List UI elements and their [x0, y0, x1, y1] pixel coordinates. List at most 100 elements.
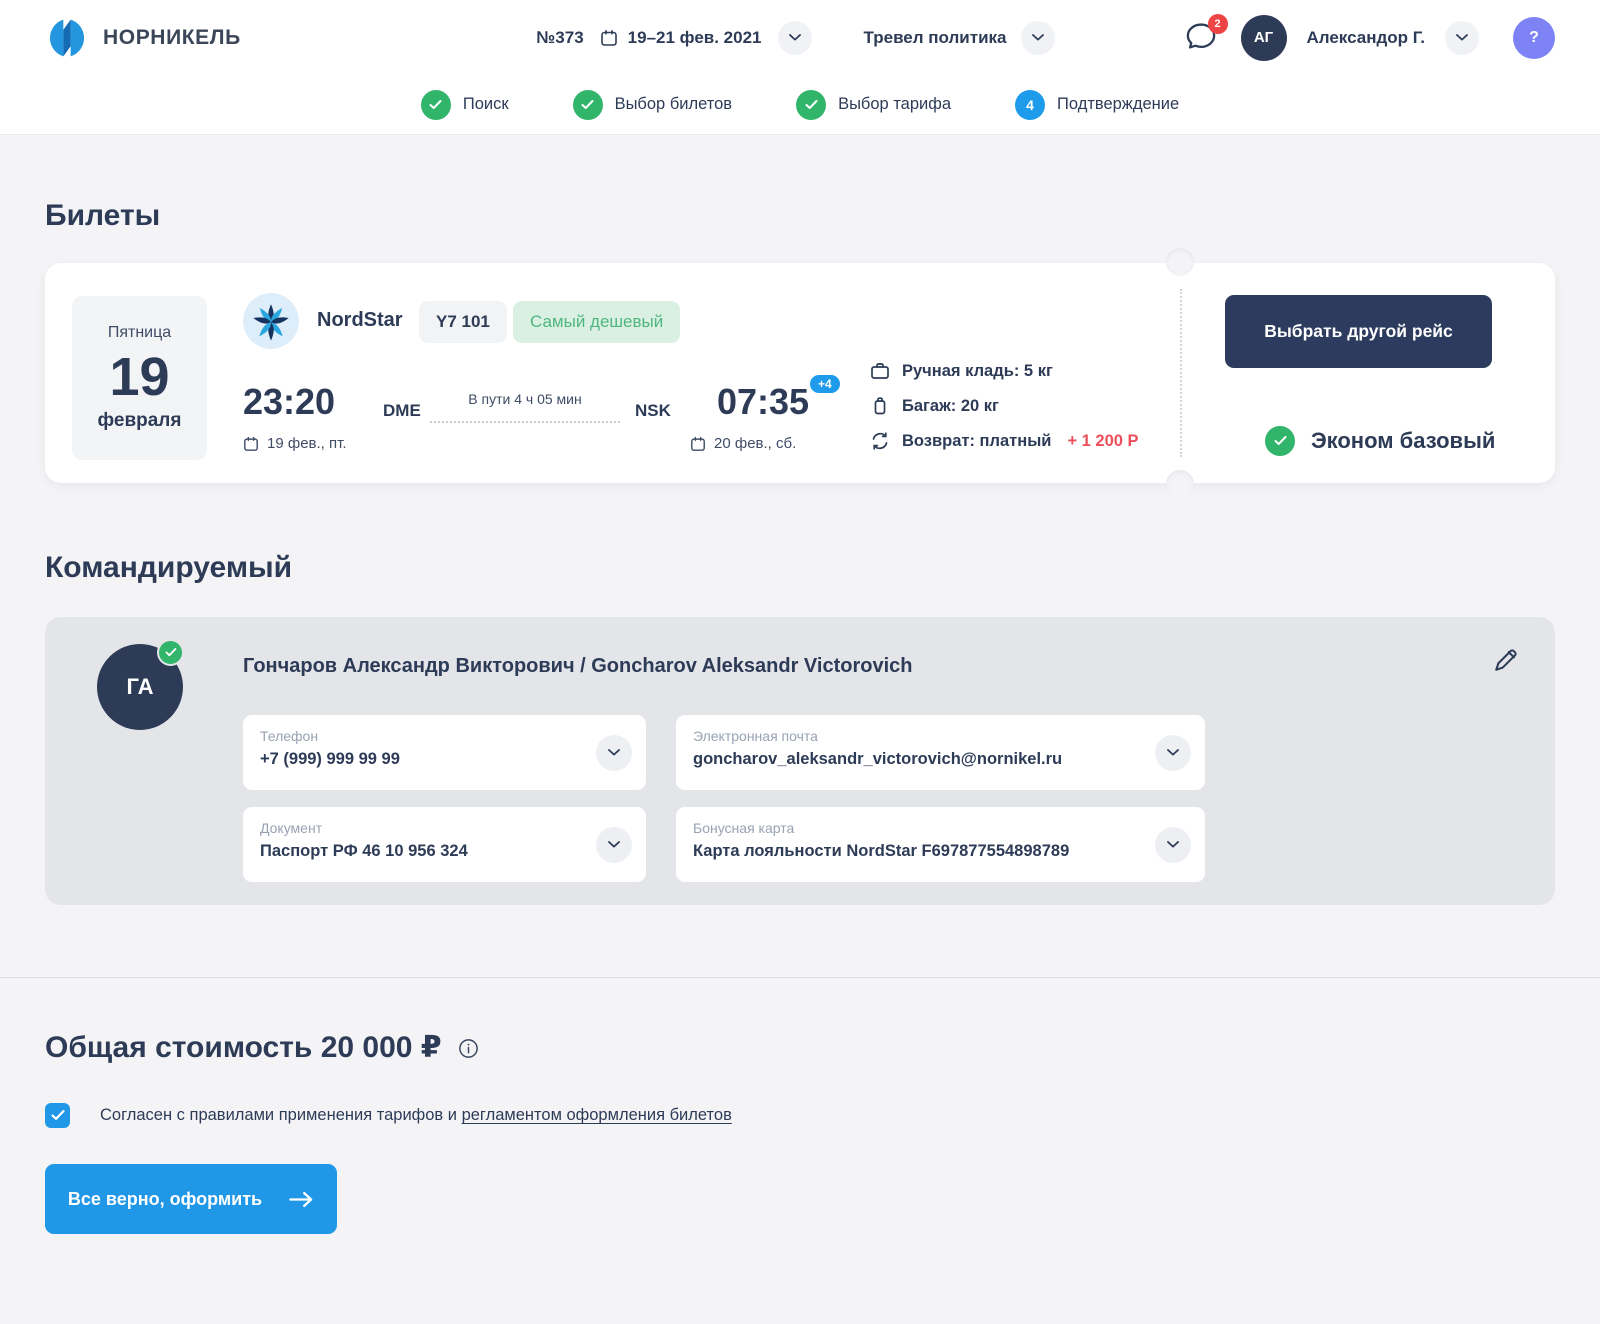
edit-traveler-button[interactable] [1493, 647, 1519, 673]
flight-ticket-card: Пятница 19 февраля NordStar Y7 101 Самый… [45, 248, 1555, 498]
notifications-badge: 2 [1207, 13, 1228, 34]
progress-steps: Поиск Выбор билетов Выбор тарифа 4 Подтв… [0, 75, 1600, 135]
field-value: +7 (999) 999 99 99 [260, 750, 400, 768]
arrive-time: 07:35 [717, 381, 810, 422]
trip-number: №373 [536, 27, 584, 47]
submit-button[interactable]: Все верно, оформить [45, 1164, 337, 1234]
calendar-icon [600, 29, 618, 47]
total-cost-value: 20 000 ₽ [320, 1031, 442, 1064]
user-menu-dropdown-button[interactable] [1445, 20, 1479, 55]
total-info-button[interactable] [458, 1038, 479, 1059]
brand-name: НОРНИКЕЛЬ [103, 25, 241, 49]
trip-dates-dropdown-button[interactable] [777, 20, 812, 55]
phone-select[interactable]: Телефон +7 (999) 999 99 99 [243, 715, 646, 790]
email-select[interactable]: Электронная почта goncharov_aleksandr_vi… [676, 715, 1205, 790]
refund-arrows-icon [870, 431, 890, 451]
traveler-full-name: Гончаров Александр Викторович / Goncharo… [243, 655, 913, 677]
chat-button[interactable]: 2 [1185, 13, 1228, 55]
step-done-check-icon [796, 89, 827, 120]
flight-weekday: Пятница [107, 324, 172, 342]
traveler-card: ГА Гончаров Александр Викторович / Gonch… [45, 617, 1555, 905]
ticket-perforation [1180, 289, 1182, 457]
email-dropdown-button[interactable] [1155, 734, 1191, 771]
airline-name: NordStar [317, 309, 403, 331]
chevron-down-icon [1167, 749, 1179, 756]
section-divider [0, 977, 1600, 978]
tickets-section-title: Билеты [45, 199, 161, 232]
flight-date-box: Пятница 19 февраля [72, 296, 207, 460]
hand-luggage-row: Ручная кладь: 5 кг [870, 361, 1139, 381]
arrive-date: 20 фев., сб. [690, 435, 796, 452]
travel-policy-dropdown-button[interactable] [1020, 20, 1055, 55]
cheapest-badge: Самый дешевый [513, 301, 681, 343]
depart-time: 23:20 [243, 381, 336, 422]
field-label: Электронная почта [693, 728, 818, 744]
step-ticket-selection[interactable]: Выбор билетов [572, 89, 732, 120]
trip-dates: 19–21 фев. 2021 [600, 28, 762, 48]
calendar-icon [243, 436, 259, 452]
tariff-check-icon [1265, 426, 1295, 456]
chevron-down-icon [1031, 34, 1044, 41]
chevron-down-icon [608, 841, 620, 848]
flight-day: 19 [109, 347, 170, 408]
calendar-icon [690, 436, 706, 452]
step-done-check-icon [572, 89, 603, 120]
checkbox-check-icon [50, 1110, 65, 1121]
ticket-notch [1166, 248, 1194, 276]
depart-date: 19 фев., пт. [243, 435, 347, 452]
suitcase-icon [870, 396, 890, 416]
flight-duration: В пути 4 ч 05 мин [468, 391, 582, 407]
pencil-icon [1493, 647, 1519, 673]
arrow-right-icon [288, 1191, 314, 1208]
field-value: Карта лояльности NordStar F6978775548987… [693, 842, 1070, 860]
depart-airport-code: DME [383, 401, 421, 420]
travel-policy-label: Тревел политика [863, 27, 1007, 47]
step-done-check-icon [420, 89, 451, 120]
bonus-card-dropdown-button[interactable] [1155, 826, 1191, 863]
brand-logo[interactable]: НОРНИКЕЛЬ [45, 16, 241, 60]
fare-conditions: Ручная кладь: 5 кг Багаж: 20 кг Возвр [870, 361, 1139, 451]
help-button[interactable]: ? [1513, 16, 1555, 59]
field-value: Паспорт РФ 46 10 956 324 [260, 842, 468, 860]
agreement-checkbox[interactable] [45, 1103, 70, 1128]
agreement-text: Согласен с правилами применения тарифов … [100, 1106, 732, 1124]
baggage-row: Багаж: 20 кг [870, 396, 1139, 416]
user-avatar[interactable]: АГ [1240, 14, 1287, 61]
bonus-card-select[interactable]: Бонусная карта Карта лояльности NordStar… [676, 807, 1205, 882]
nornickel-logo-icon [45, 16, 89, 60]
document-dropdown-button[interactable] [596, 826, 632, 863]
traveler-section-title: Командируемый [45, 551, 293, 584]
chevron-down-icon [608, 749, 620, 756]
flight-number-chip: Y7 101 [419, 301, 507, 343]
info-icon [458, 1038, 479, 1059]
route-dotted-line [430, 421, 620, 423]
top-header: НОРНИКЕЛЬ №373 19–21 фев. 2021 Тревел по… [0, 0, 1600, 75]
refund-fee: + 1 200 Р [1067, 431, 1139, 450]
step-number-badge: 4 [1015, 89, 1046, 120]
arrive-airport-code: NSK [635, 401, 671, 420]
travel-policy-menu[interactable]: Тревел политика [863, 20, 1055, 55]
field-value: goncharov_aleksandr_victorovich@nornikel… [693, 750, 1063, 768]
step-search[interactable]: Поиск [420, 89, 509, 120]
step-confirmation[interactable]: 4 Подтверждение [1015, 89, 1179, 120]
flight-month: февраля [97, 409, 182, 431]
chevron-down-icon [788, 34, 801, 41]
traveler-verified-check-icon [157, 639, 184, 666]
user-name: Александор Г. [1306, 27, 1426, 47]
ticket-notch [1166, 470, 1194, 498]
nordstar-logo-icon [243, 293, 299, 349]
chevron-down-icon [1167, 841, 1179, 848]
field-label: Документ [260, 820, 323, 836]
field-label: Телефон [260, 728, 319, 744]
chevron-down-icon [1456, 34, 1468, 41]
briefcase-icon [870, 361, 890, 381]
tariff-name: Эконом базовый [1311, 428, 1496, 453]
change-flight-button[interactable]: Выбрать другой рейс [1225, 295, 1492, 368]
field-label: Бонусная карта [693, 820, 795, 836]
refund-row: Возврат: платный + 1 200 Р [870, 431, 1139, 451]
total-cost-title: Общая стоимость 20 000 ₽ [45, 1031, 442, 1064]
phone-dropdown-button[interactable] [596, 734, 632, 771]
agreement-rules-link[interactable]: регламентом оформления билетов [461, 1106, 732, 1124]
step-tariff-selection[interactable]: Выбор тарифа [796, 89, 951, 120]
document-select[interactable]: Документ Паспорт РФ 46 10 956 324 [243, 807, 646, 882]
